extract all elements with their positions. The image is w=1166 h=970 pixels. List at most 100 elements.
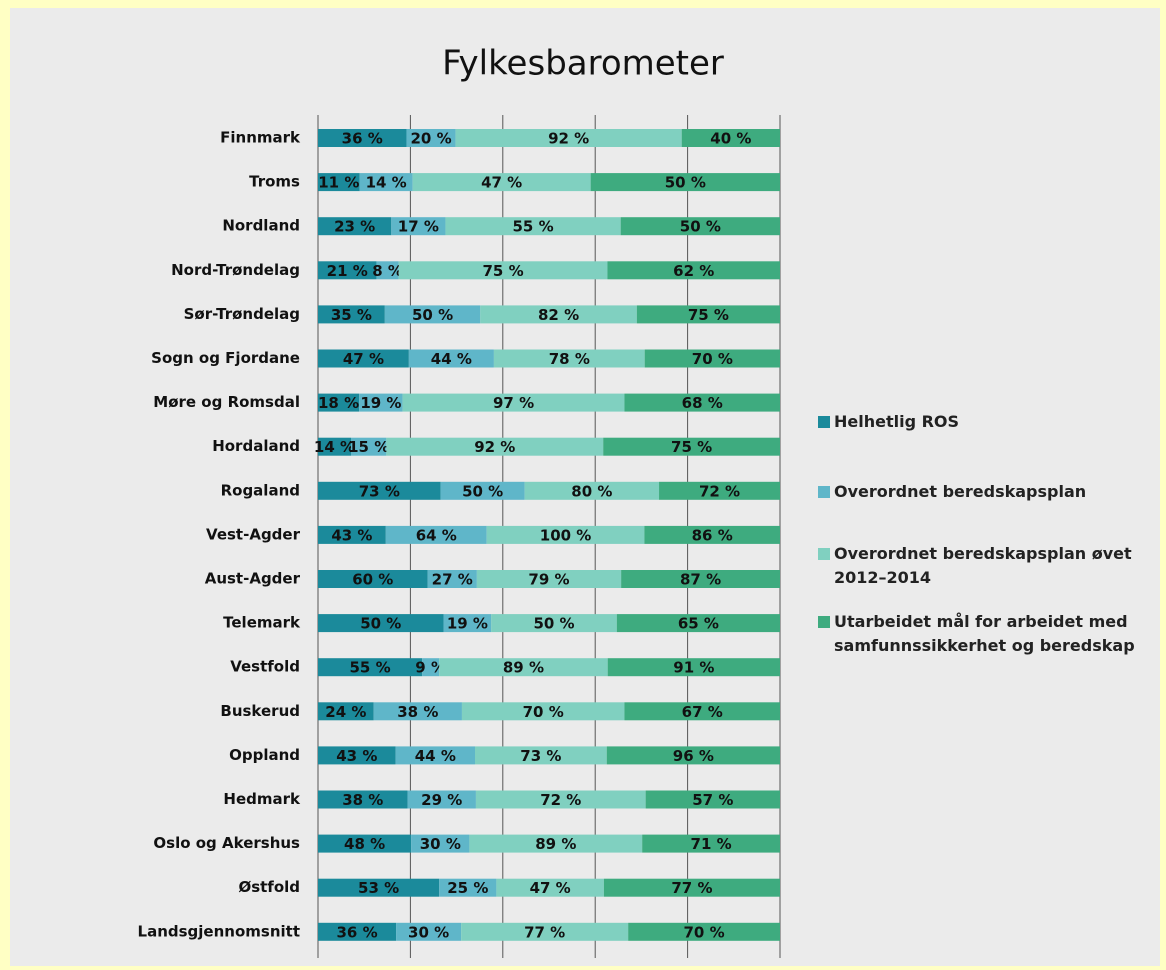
bar-segment [439,658,608,677]
bar-segment [624,702,780,721]
bar-segment [318,129,407,147]
data-label: 91 % [673,659,714,677]
data-label: 73 % [520,747,561,765]
category-label: Hedmark [223,790,301,808]
data-label: 21 % [327,262,368,280]
data-label: 50 % [665,174,706,192]
data-label: 78 % [549,350,590,368]
data-label: 71 % [691,835,732,853]
bar-segment [427,570,477,588]
bar-segment [384,305,481,324]
bar-segment [461,922,629,941]
bar-segment [461,702,625,721]
data-label: 47 % [343,350,384,368]
data-label: 53 % [358,879,399,897]
bar-segment [607,261,780,280]
category-label: Møre og Romsdal [153,393,300,411]
bar-segment [359,393,403,412]
data-label: 47 % [481,174,522,192]
category-label: Hordaland [212,437,300,455]
bar-segment [318,261,377,280]
bar-segment [590,173,780,192]
bar-segment [624,393,780,412]
data-label: 8 % [372,262,403,280]
data-label: 75 % [688,306,729,324]
bar-segment [408,349,494,368]
legend-swatch [818,486,830,498]
bar-segment [391,217,446,236]
bar-segment [493,349,645,368]
data-label: 14 % [366,174,407,192]
category-label: Nord-Trøndelag [171,261,300,279]
bar-segment [644,525,780,544]
bar-segment [480,305,637,324]
category-label: Landsgjennomsnitt [138,922,300,940]
data-label: 19 % [447,615,488,633]
category-label: Troms [249,173,300,191]
data-label: 44 % [415,747,456,765]
bar-segment [412,173,591,192]
bar-segment [603,437,780,456]
data-label: 75 % [671,438,712,456]
data-label: 27 % [432,571,473,589]
category-label: Sør-Trøndelag [184,305,300,323]
data-label: 11 % [318,174,359,192]
legend-item: Overordnet beredskapsplan [818,480,1158,504]
legend-swatch [818,416,830,428]
data-label: 17 % [398,218,439,236]
data-label: 25 % [447,879,488,897]
chart-title: Fylkesbarometer [442,44,724,84]
data-label: 64 % [416,526,457,544]
bar-segment [645,790,780,809]
data-label: 55 % [512,218,553,236]
bar-segment [318,570,428,588]
data-label: 68 % [682,394,723,412]
data-label: 43 % [331,526,372,544]
bar-segment [486,525,645,544]
data-label: 50 % [412,306,453,324]
bar-segment [402,393,625,412]
bar-segment [440,481,525,500]
bar-segment [318,481,441,500]
data-label: 89 % [535,835,576,853]
data-label: 38 % [342,791,383,809]
data-label: 38 % [397,703,438,721]
bar-segment [659,481,780,500]
bar-segment [396,922,462,941]
bar-segment [607,658,780,677]
data-label: 75 % [483,262,524,280]
data-label: 87 % [680,571,721,589]
category-label: Telemark [223,614,301,632]
category-label: Vestfold [230,658,300,676]
bar-segment [395,746,476,765]
bar-segment [476,570,622,588]
data-label: 36 % [336,923,377,941]
data-label: 19 % [360,394,401,412]
bar-segment [398,261,608,280]
bar-segment [616,614,780,633]
data-label: 72 % [540,791,581,809]
bar-segment [620,217,780,236]
legend-item: Helhetlig ROS [818,410,1158,434]
data-label: 89 % [503,659,544,677]
data-label: 57 % [692,791,733,809]
bar-segment [318,702,374,721]
category-label: Oppland [229,746,300,764]
data-label: 70 % [523,703,564,721]
bar-segment [621,570,780,588]
data-label: 92 % [548,130,589,148]
bar-segment [469,834,643,853]
bar-segment [385,525,487,544]
bar-segment [318,746,396,765]
legend-label: Utarbeidet mål for arbeidet med samfunns… [834,612,1135,655]
data-label: 65 % [678,615,719,633]
category-label: Sogn og Fjordane [151,349,300,367]
bar-segment [318,834,412,853]
legend-item: Utarbeidet mål for arbeidet med samfunns… [818,610,1158,658]
data-label: 30 % [408,923,449,941]
bar-segment [386,437,604,456]
category-label: Vest-Agder [206,525,301,543]
data-label: 44 % [431,350,472,368]
bar-segment [681,129,780,147]
category-label: Aust-Agder [205,570,301,588]
